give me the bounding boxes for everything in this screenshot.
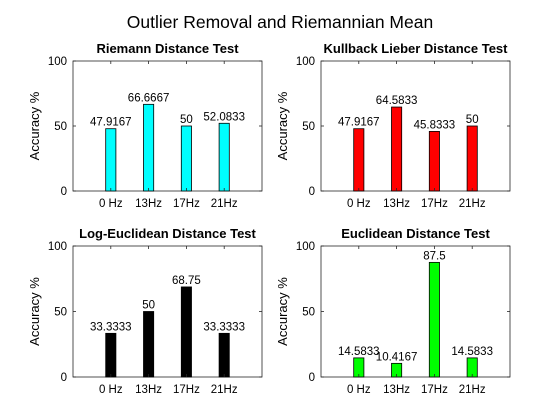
y-axis-label: Accuracy % bbox=[275, 277, 290, 346]
axes-box bbox=[72, 245, 263, 378]
bar-17hz bbox=[180, 286, 192, 378]
y-tick-label: 100 bbox=[48, 241, 67, 253]
y-tick-label: 0 bbox=[309, 186, 315, 198]
x-tick-label: 13Hz bbox=[383, 384, 410, 396]
y-tick-label: 50 bbox=[54, 307, 67, 319]
bar-21hz bbox=[218, 332, 230, 378]
axes-box bbox=[72, 60, 263, 192]
x-tick-label: 17Hz bbox=[421, 198, 448, 210]
data-label: 50 bbox=[180, 114, 193, 126]
bar-0-hz bbox=[105, 128, 117, 192]
panel-title: Euclidean Distance Test bbox=[341, 226, 490, 241]
bar-17hz bbox=[428, 261, 440, 378]
subplot-grid: Riemann Distance Test Accuracy % 0 50 100 0 H… bbox=[27, 41, 511, 396]
x-tick-label: 21Hz bbox=[459, 384, 486, 396]
panel-title: Riemann Distance Test bbox=[96, 41, 239, 56]
x-tick-label: 0 Hz bbox=[99, 198, 123, 210]
panel-log-euclidean-distance-test: Log-Euclidean Distance Test Accuracy % 0 50… bbox=[27, 226, 263, 396]
bar-0-hz bbox=[105, 332, 117, 378]
y-tick-label: 0 bbox=[61, 186, 67, 198]
data-label: 33.3333 bbox=[203, 321, 245, 333]
x-tick-label: 0 Hz bbox=[99, 384, 123, 396]
data-label: 52.0833 bbox=[203, 111, 245, 123]
panel-riemann-distance-test: Riemann Distance Test Accuracy % 0 50 100 0 H… bbox=[27, 41, 263, 210]
x-tick-label: 13Hz bbox=[135, 198, 162, 210]
data-label: 64.5833 bbox=[376, 95, 418, 107]
y-tick-label: 0 bbox=[309, 372, 315, 384]
bar-21hz bbox=[218, 122, 230, 192]
y-axis-label: Accuracy % bbox=[27, 277, 42, 346]
data-label: 33.3333 bbox=[90, 321, 132, 333]
bar-13hz bbox=[391, 106, 403, 192]
bar-0-hz bbox=[353, 128, 365, 192]
data-label: 50 bbox=[466, 114, 479, 126]
x-tick-label: 13Hz bbox=[383, 198, 410, 210]
panel-title: Log-Euclidean Distance Test bbox=[79, 226, 256, 241]
data-label: 47.9167 bbox=[338, 117, 380, 129]
bar-13hz bbox=[143, 311, 155, 378]
y-tick-label: 100 bbox=[48, 56, 67, 68]
bar-21hz bbox=[466, 125, 478, 192]
y-tick-label: 50 bbox=[54, 121, 67, 133]
data-label: 10.4167 bbox=[376, 351, 418, 363]
y-axis-label: Accuracy % bbox=[27, 91, 42, 160]
y-tick-label: 50 bbox=[302, 307, 315, 319]
x-tick-label: 0 Hz bbox=[347, 384, 371, 396]
bar-13hz bbox=[143, 103, 155, 192]
x-tick-label: 17Hz bbox=[421, 384, 448, 396]
x-tick-label: 21Hz bbox=[211, 198, 238, 210]
panel-title: Kullback Lieber Distance Test bbox=[324, 41, 509, 56]
x-tick-label: 17Hz bbox=[173, 384, 200, 396]
bar-17hz bbox=[428, 131, 440, 192]
panel-kullback-lieber-distance-test: Kullback Lieber Distance Test Accuracy % 0… bbox=[275, 41, 511, 210]
y-tick-label: 0 bbox=[61, 372, 67, 384]
y-axis-label: Accuracy % bbox=[275, 91, 290, 160]
data-label: 68.75 bbox=[172, 275, 201, 287]
x-tick-label: 21Hz bbox=[459, 198, 486, 210]
data-label: 50 bbox=[142, 300, 155, 312]
data-label: 87.5 bbox=[423, 250, 445, 262]
data-label: 66.6667 bbox=[128, 92, 170, 104]
x-tick-label: 21Hz bbox=[211, 384, 238, 396]
data-label: 14.5833 bbox=[338, 346, 380, 358]
panel-euclidean-distance-test: Euclidean Distance Test Accuracy % 0 50 100 0… bbox=[275, 226, 511, 396]
y-tick-label: 100 bbox=[296, 56, 315, 68]
y-tick-label: 50 bbox=[302, 121, 315, 133]
x-tick-label: 0 Hz bbox=[347, 198, 371, 210]
bar-17hz bbox=[180, 125, 192, 192]
y-tick-label: 100 bbox=[296, 241, 315, 253]
data-label: 47.9167 bbox=[90, 117, 132, 129]
data-label: 45.8333 bbox=[414, 119, 456, 131]
data-label: 14.5833 bbox=[451, 346, 493, 358]
x-tick-label: 17Hz bbox=[173, 198, 200, 210]
figure-title: Outlier Removal and Riemannian Mean bbox=[127, 12, 433, 32]
x-tick-label: 13Hz bbox=[135, 384, 162, 396]
axes-box bbox=[320, 245, 511, 378]
